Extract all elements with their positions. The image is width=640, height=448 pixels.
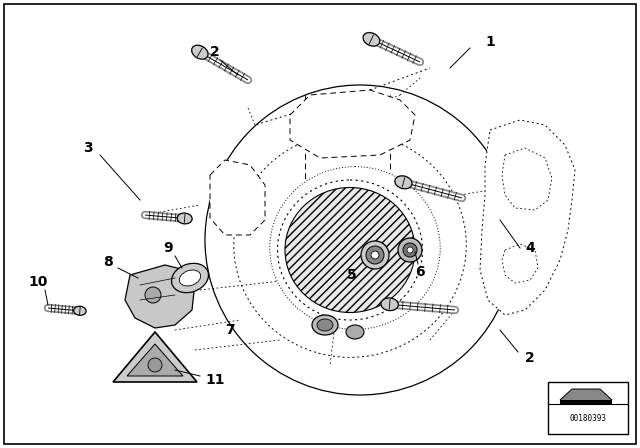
Polygon shape	[502, 148, 552, 210]
Text: 8: 8	[103, 255, 113, 269]
Bar	[560, 400, 612, 404]
Text: 11: 11	[205, 373, 225, 387]
Circle shape	[371, 251, 379, 259]
Text: 00180393: 00180393	[570, 414, 607, 422]
Circle shape	[403, 243, 417, 257]
Text: 10: 10	[28, 275, 48, 289]
Ellipse shape	[346, 325, 364, 339]
Circle shape	[407, 247, 413, 253]
Ellipse shape	[74, 306, 86, 315]
Text: 9: 9	[163, 241, 173, 255]
Ellipse shape	[312, 315, 338, 335]
Ellipse shape	[234, 133, 467, 358]
Polygon shape	[480, 120, 575, 315]
Circle shape	[398, 238, 422, 262]
Text: 4: 4	[525, 241, 535, 255]
Polygon shape	[210, 160, 265, 235]
Ellipse shape	[269, 167, 440, 329]
Text: 6: 6	[415, 265, 425, 279]
Ellipse shape	[177, 213, 192, 224]
Ellipse shape	[285, 188, 415, 313]
Ellipse shape	[381, 298, 398, 310]
Circle shape	[366, 246, 384, 264]
Bar	[548, 382, 628, 434]
Ellipse shape	[179, 270, 201, 286]
Polygon shape	[560, 389, 612, 402]
Circle shape	[361, 241, 389, 269]
Polygon shape	[502, 244, 538, 283]
Text: 2: 2	[210, 45, 220, 59]
Text: 7: 7	[225, 323, 235, 337]
Ellipse shape	[172, 263, 209, 293]
Polygon shape	[290, 90, 415, 158]
Ellipse shape	[205, 85, 515, 395]
Circle shape	[145, 287, 161, 303]
Text: 1: 1	[485, 35, 495, 49]
Ellipse shape	[317, 319, 333, 331]
Polygon shape	[127, 344, 183, 376]
Polygon shape	[113, 332, 197, 382]
Circle shape	[148, 358, 162, 372]
Ellipse shape	[395, 176, 412, 189]
Text: 5: 5	[347, 268, 357, 282]
Text: 2: 2	[525, 351, 535, 365]
Ellipse shape	[363, 33, 380, 46]
Text: 3: 3	[83, 141, 93, 155]
Ellipse shape	[191, 45, 208, 59]
Polygon shape	[125, 265, 195, 328]
